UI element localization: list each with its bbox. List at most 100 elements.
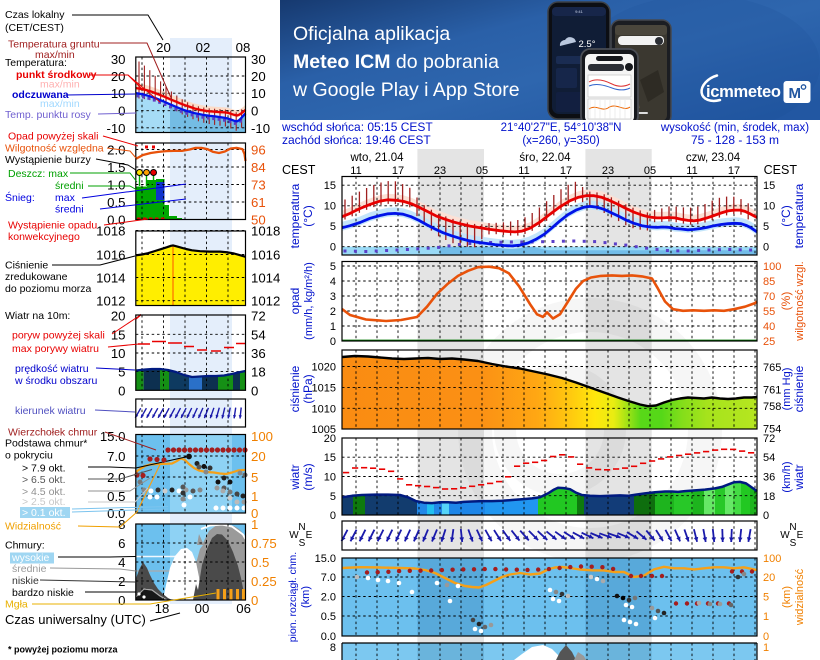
svg-text:23: 23 — [602, 165, 614, 177]
svg-text:8: 8 — [118, 517, 125, 532]
svg-text:0: 0 — [251, 383, 258, 398]
svg-text:średni: średni — [55, 204, 84, 216]
svg-text:Podstawa chmur*: Podstawa chmur* — [5, 438, 87, 450]
svg-text:o pokryciu: o pokryciu — [5, 450, 53, 462]
svg-text:10: 10 — [324, 472, 336, 484]
svg-text:> 7.9 okt.: > 7.9 okt. — [22, 463, 66, 475]
svg-text:61: 61 — [251, 195, 266, 210]
svg-text:(m/s): (m/s) — [301, 463, 315, 490]
svg-text:0.0: 0.0 — [107, 506, 125, 521]
svg-text:20: 20 — [763, 572, 775, 584]
svg-text:20: 20 — [251, 449, 266, 464]
svg-text:> 4.5 okt.: > 4.5 okt. — [22, 486, 66, 498]
svg-text:6: 6 — [118, 536, 125, 551]
svg-text:średnie: średnie — [12, 563, 47, 575]
svg-text:1014: 1014 — [96, 271, 125, 286]
svg-text:CEST: CEST — [282, 163, 316, 177]
svg-text:(km): (km) — [781, 586, 793, 608]
svg-text:punkt środkowy: punkt środkowy — [16, 69, 97, 81]
svg-text:opad: opad — [288, 288, 302, 315]
svg-text:0.5: 0.5 — [251, 555, 269, 570]
svg-text:średni: średni — [55, 180, 84, 192]
svg-text:30: 30 — [251, 52, 266, 67]
svg-text:2.5°: 2.5° — [578, 39, 595, 50]
svg-text:> 2.5 okt.: > 2.5 okt. — [22, 496, 66, 508]
svg-text:do poziomu morza: do poziomu morza — [5, 283, 92, 295]
svg-text:0: 0 — [330, 242, 336, 254]
svg-text:Czas uniwersalny (UTC): Czas uniwersalny (UTC) — [5, 612, 146, 627]
svg-text:śro, 22.04: śro, 22.04 — [519, 152, 571, 164]
svg-text:wto, 21.04: wto, 21.04 — [349, 152, 404, 164]
svg-text:max/min: max/min — [40, 98, 80, 110]
svg-text:Temp. punktu rosy: Temp. punktu rosy — [5, 109, 92, 121]
svg-text:17: 17 — [392, 165, 404, 177]
svg-text:max porywy wiatru: max porywy wiatru — [12, 343, 99, 355]
svg-text:18: 18 — [763, 491, 775, 503]
svg-text:(CET/CEST): (CET/CEST) — [5, 22, 64, 34]
svg-text:20: 20 — [111, 69, 126, 84]
svg-text:1015: 1015 — [312, 382, 336, 394]
svg-text:niskie: niskie — [12, 575, 39, 587]
svg-text:50: 50 — [251, 213, 266, 228]
svg-text:1012: 1012 — [96, 294, 125, 309]
svg-text:0.5: 0.5 — [321, 611, 336, 623]
svg-text:icmmeteo: icmmeteo — [706, 83, 781, 101]
svg-text:765: 765 — [763, 362, 781, 374]
svg-text:100: 100 — [763, 553, 781, 565]
svg-text:(km): (km) — [300, 586, 312, 608]
svg-text:Widzialność: Widzialność — [5, 521, 61, 533]
svg-text:1012: 1012 — [251, 294, 280, 309]
svg-text:06: 06 — [236, 601, 251, 616]
svg-text:Mgła: Mgła — [5, 599, 28, 611]
svg-text:1010: 1010 — [312, 403, 336, 415]
svg-text:15: 15 — [111, 327, 126, 342]
svg-text:Chmury:: Chmury: — [5, 540, 45, 552]
svg-text:1: 1 — [330, 321, 336, 333]
svg-text:prędkość wiatru: prędkość wiatru — [15, 363, 89, 375]
svg-text:1: 1 — [763, 611, 769, 623]
svg-text:zredukowane: zredukowane — [5, 271, 68, 283]
svg-text:5: 5 — [330, 491, 336, 503]
svg-text:55: 55 — [763, 306, 775, 318]
svg-text:Temperatura:: Temperatura: — [5, 57, 67, 69]
svg-text:Czas lokalny: Czas lokalny — [5, 9, 65, 21]
svg-text:05: 05 — [476, 165, 488, 177]
svg-text:Oficjalna aplikacja: Oficjalna aplikacja — [293, 23, 450, 45]
svg-text:0.25: 0.25 — [251, 574, 277, 589]
svg-text:20: 20 — [111, 309, 126, 324]
svg-text:10: 10 — [251, 86, 266, 101]
svg-text:1020: 1020 — [312, 362, 336, 374]
svg-text:1: 1 — [251, 489, 258, 504]
svg-text:Wilgotność względna: Wilgotność względna — [5, 143, 104, 155]
svg-text:temperatura: temperatura — [792, 183, 806, 248]
svg-text:0: 0 — [118, 593, 125, 608]
svg-text:(hPa): (hPa) — [301, 374, 315, 403]
svg-text:0: 0 — [763, 242, 769, 254]
svg-text:widzialność: widzialność — [794, 568, 806, 626]
svg-text:25: 25 — [763, 336, 775, 348]
svg-text:1016: 1016 — [96, 248, 125, 263]
svg-text:5: 5 — [118, 365, 125, 380]
svg-text:0: 0 — [251, 506, 258, 521]
svg-text:30: 30 — [111, 52, 126, 67]
svg-text:5: 5 — [330, 221, 336, 233]
svg-text:15.0: 15.0 — [315, 553, 336, 565]
svg-text:11: 11 — [350, 165, 361, 177]
svg-text:ciśnienie: ciśnienie — [792, 365, 806, 412]
svg-text:0: 0 — [251, 593, 258, 608]
svg-text:10: 10 — [111, 86, 126, 101]
svg-text:2.0: 2.0 — [107, 470, 125, 485]
svg-text:2.0: 2.0 — [321, 592, 336, 604]
svg-text:20: 20 — [156, 40, 171, 55]
svg-text:1: 1 — [251, 517, 258, 532]
svg-text:0: 0 — [763, 631, 769, 643]
svg-text:1018: 1018 — [251, 224, 280, 239]
svg-text:1016: 1016 — [251, 248, 280, 263]
svg-text:758: 758 — [763, 401, 781, 413]
svg-text:10: 10 — [324, 201, 336, 213]
svg-text:max/min: max/min — [35, 49, 75, 61]
svg-text:761: 761 — [763, 384, 781, 396]
svg-text:N: N — [789, 522, 796, 533]
svg-text:10: 10 — [111, 346, 126, 361]
svg-text:0: 0 — [118, 383, 125, 398]
